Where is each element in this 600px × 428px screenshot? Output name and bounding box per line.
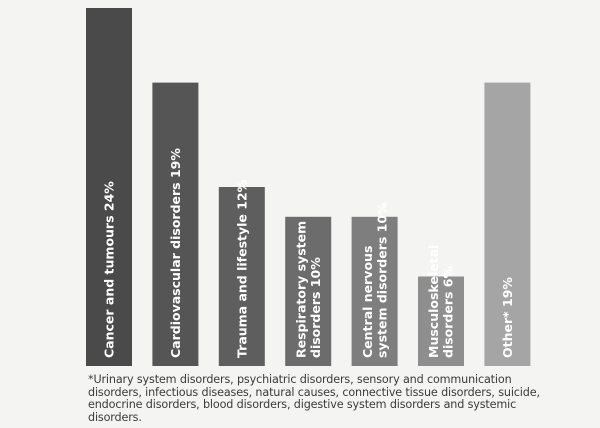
bar-label-other-19: Other* 19% [500, 277, 515, 358]
bar-label-line: Other* 19% [500, 277, 515, 358]
bar-label-line: system disorders 10% [374, 202, 389, 358]
bar-label-respiratory-system-disorders-10: Respiratory systemdisorders 10% [293, 221, 323, 358]
bar-label-line: Musculoskeletal [426, 245, 441, 358]
bar-trauma-and-lifestyle-12 [218, 187, 265, 366]
bar-respiratory-system-disorders-10 [285, 216, 332, 366]
bar-cardiovascular-disorders-19 [152, 82, 199, 366]
bar-cancer-and-tumours-24 [86, 8, 132, 366]
bar-label-line: Central nervous [360, 246, 375, 358]
bar-label-line: Trauma and lifestyle 12% [234, 179, 249, 358]
bar-label-cardiovascular-disorders-19: Cardiovascular disorders 19% [168, 148, 183, 358]
bar-label-cancer-and-tumours-24: Cancer and tumours 24% [102, 181, 117, 358]
bar-label-line: disorders 10% [308, 257, 323, 358]
bar-label-trauma-and-lifestyle-12: Trauma and lifestyle 12% [234, 179, 249, 358]
bar-label-line: Cardiovascular disorders 19% [168, 148, 183, 358]
bar-central-nervous-system-disorders-10 [351, 216, 398, 366]
bar-label-line: Respiratory system [293, 221, 308, 358]
chart-svg: Cancer and tumours 24% Cardiovascular dis… [86, 8, 531, 366]
chart-footnote: *Urinary system disorders, psychiatric d… [88, 373, 540, 424]
bar-label-line: Cancer and tumours 24% [102, 181, 117, 358]
bar-other-19 [484, 82, 531, 366]
bar-label-musculoskeletal-disorders-6: Musculoskeletaldisorders 6% [426, 245, 456, 358]
bar-label-central-nervous-system-disorders-10: Central nervoussystem disorders 10% [360, 202, 390, 358]
bar-musculoskeletal-disorders-6 [418, 276, 464, 366]
bar-label-line: disorders 6% [441, 265, 456, 358]
